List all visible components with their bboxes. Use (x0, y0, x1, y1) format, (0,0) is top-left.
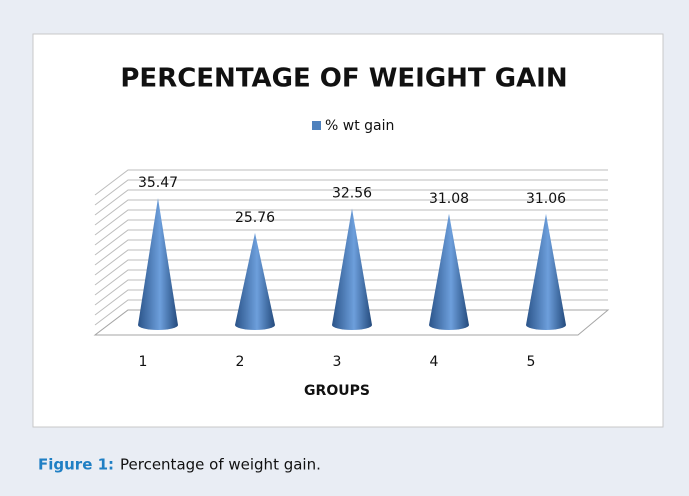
cone (138, 198, 178, 330)
legend-swatch (312, 121, 321, 130)
caption-label: Figure 1: (38, 456, 114, 474)
x-tick-label: 1 (139, 354, 148, 370)
x-axis-title: GROUPS (304, 383, 370, 399)
wall-line (94, 179, 608, 206)
x-tick-label: 4 (430, 354, 439, 370)
wall-line (94, 209, 608, 236)
data-label: 31.08 (429, 191, 469, 207)
data-label: 35.47 (138, 175, 178, 191)
cone (526, 213, 566, 330)
x-tick-label: 3 (333, 354, 342, 370)
data-label: 25.76 (235, 210, 275, 226)
chart-title: PERCENTAGE OF WEIGHT GAIN (120, 64, 567, 94)
caption-text: Percentage of weight gain. (120, 456, 321, 474)
cone (429, 213, 469, 330)
x-tick-label: 5 (527, 354, 536, 370)
data-label: 32.56 (332, 186, 372, 202)
cone (332, 208, 372, 330)
wall-line (94, 189, 608, 216)
cone (235, 232, 275, 330)
wall-line (94, 169, 608, 196)
data-label: 31.06 (526, 191, 566, 207)
legend-label: % wt gain (325, 118, 394, 134)
x-tick-label: 2 (236, 354, 245, 370)
wall-line (94, 199, 608, 226)
